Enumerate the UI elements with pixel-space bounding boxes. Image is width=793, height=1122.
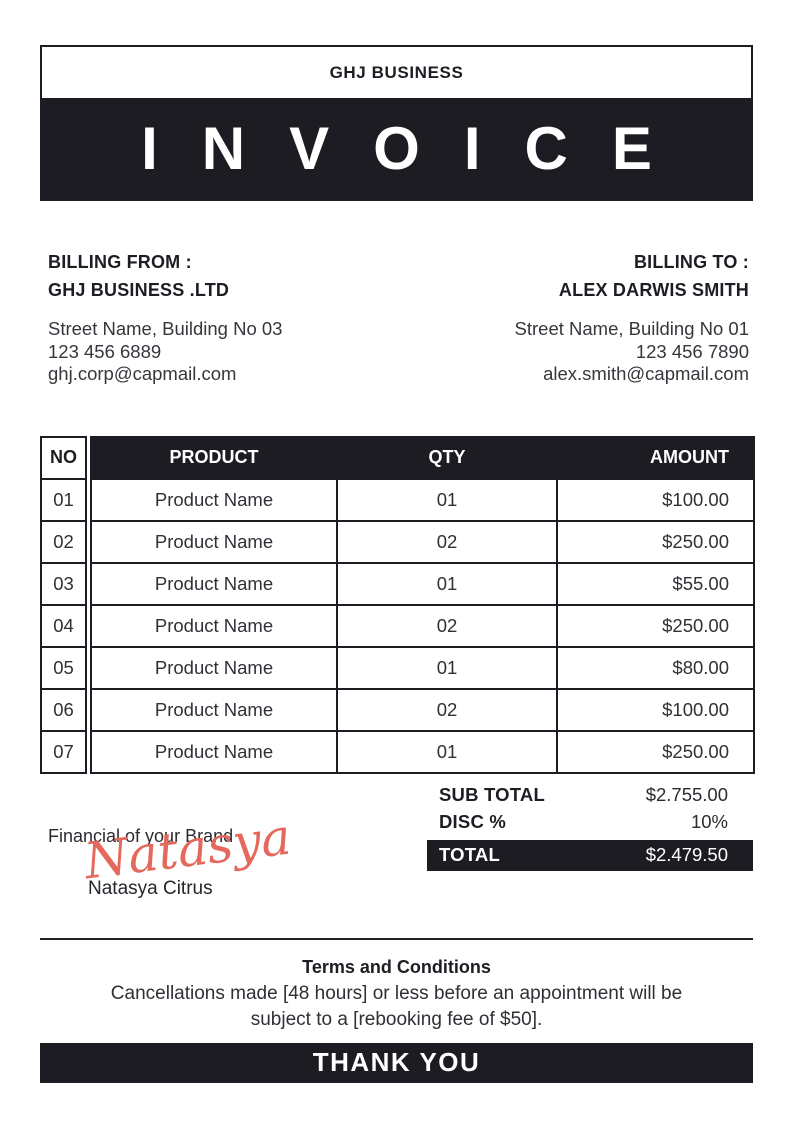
- total-row: TOTAL $2.479.50: [427, 839, 753, 871]
- terms-line-1: Cancellations made [48 hours] or less be…: [110, 982, 683, 1004]
- subtotal-row: SUB TOTAL $2.755.00: [427, 782, 753, 809]
- row-amount: $250.00: [556, 729, 755, 774]
- signature-tagline: Financial of your Brand: [48, 825, 234, 846]
- terms-body: Cancellations made [48 hours] or less be…: [40, 981, 753, 1033]
- row-product: Product Name: [90, 519, 338, 564]
- total-label: TOTAL: [439, 844, 500, 865]
- table-row: 04 Product Name 02 $250.00: [40, 603, 755, 648]
- table-row: 06 Product Name 02 $100.00: [40, 687, 755, 732]
- header-amount: AMOUNT: [556, 435, 755, 480]
- subtotal-label: SUB TOTAL: [439, 784, 545, 805]
- discount-row: DISC % 10%: [427, 809, 753, 836]
- billing-to-phone: 123 456 7890: [635, 340, 749, 362]
- row-no: 01: [40, 477, 87, 522]
- billing-to-address: Street Name, Building No 01: [514, 318, 749, 339]
- row-no: 03: [40, 561, 87, 606]
- billing-from-address: Street Name, Building No 03: [48, 318, 283, 339]
- thank-you-text: THANK YOU: [312, 1047, 481, 1077]
- invoice-page: GHJ BUSINESS INVOICE BILLING FROM : GHJ …: [40, 45, 755, 1083]
- subtotal-value: $2.755.00: [645, 784, 728, 805]
- invoice-title: INVOICE: [141, 114, 696, 182]
- totals-block: SUB TOTAL $2.755.00 DISC % 10% TOTAL $2.…: [427, 782, 753, 871]
- terms-line-2: subject to a [rebooking fee of $50].: [250, 1008, 543, 1030]
- terms-title: Terms and Conditions: [302, 956, 491, 977]
- table-row: 03 Product Name 01 $55.00: [40, 561, 755, 606]
- thank-you-bar: THANK YOU: [40, 1042, 753, 1083]
- total-value: $2.479.50: [645, 844, 728, 865]
- billing-to-details: Street Name, Building No 01 123 456 7890…: [515, 318, 749, 386]
- billing-to-label: BILLING TO :: [633, 252, 749, 272]
- billing-from: BILLING FROM : GHJ BUSINESS .LTD Street …: [40, 248, 282, 386]
- row-amount: $80.00: [556, 645, 755, 690]
- billing-to-email: alex.smith@capmail.com: [543, 363, 749, 384]
- header-product: PRODUCT: [90, 435, 338, 480]
- company-name: GHJ BUSINESS: [329, 62, 464, 82]
- header-qty: QTY: [336, 435, 558, 480]
- row-no: 05: [40, 645, 87, 690]
- row-qty: 02: [336, 603, 558, 648]
- row-qty: 01: [336, 645, 558, 690]
- billing-from-label: BILLING FROM :: [48, 252, 192, 272]
- row-amount: $100.00: [556, 477, 755, 522]
- terms-section: Terms and Conditions Cancellations made …: [40, 957, 753, 1033]
- row-product: Product Name: [90, 645, 338, 690]
- billing-from-email: ghj.corp@capmail.com: [48, 363, 237, 384]
- row-amount: $250.00: [556, 603, 755, 648]
- invoice-header: GHJ BUSINESS INVOICE: [40, 45, 753, 201]
- signature-name: Natasya Citrus: [88, 877, 213, 899]
- row-qty: 01: [336, 729, 558, 774]
- items-table: NO PRODUCT QTY AMOUNT 01 Product Name 01…: [40, 435, 755, 774]
- billing-section: BILLING FROM : GHJ BUSINESS .LTD Street …: [40, 248, 753, 386]
- table-row: 02 Product Name 02 $250.00: [40, 519, 755, 564]
- row-no: 02: [40, 519, 87, 564]
- row-amount: $55.00: [556, 561, 755, 606]
- divider-line: [40, 937, 753, 940]
- billing-to-name: ALEX DARWIS SMITH: [558, 280, 749, 300]
- invoice-title-bar: INVOICE: [42, 98, 751, 199]
- discount-label: DISC %: [439, 811, 506, 832]
- header-no: NO: [40, 435, 87, 480]
- row-no: 04: [40, 603, 87, 648]
- row-product: Product Name: [90, 687, 338, 732]
- billing-to: BILLING TO : ALEX DARWIS SMITH Street Na…: [515, 248, 753, 386]
- row-amount: $250.00: [556, 519, 755, 564]
- table-row: 07 Product Name 01 $250.00: [40, 729, 755, 774]
- signature-and-totals: Financial of your Brand Natasya Natasya …: [40, 774, 753, 936]
- row-qty: 02: [336, 687, 558, 732]
- row-no: 07: [40, 729, 87, 774]
- row-amount: $100.00: [556, 687, 755, 732]
- row-qty: 01: [336, 477, 558, 522]
- discount-value: 10%: [690, 811, 728, 832]
- row-product: Product Name: [90, 729, 338, 774]
- row-product: Product Name: [90, 477, 338, 522]
- row-qty: 02: [336, 519, 558, 564]
- signature-block: Financial of your Brand Natasya Natasya …: [40, 807, 370, 936]
- row-product: Product Name: [90, 561, 338, 606]
- billing-from-details: Street Name, Building No 03 123 456 6889…: [48, 318, 282, 386]
- table-row: 05 Product Name 01 $80.00: [40, 645, 755, 690]
- company-strip: GHJ BUSINESS: [42, 47, 751, 98]
- row-no: 06: [40, 687, 87, 732]
- billing-from-phone: 123 456 6889: [48, 340, 162, 362]
- table-body: 01 Product Name 01 $100.00 02 Product Na…: [40, 477, 755, 774]
- table-header-row: NO PRODUCT QTY AMOUNT: [40, 435, 755, 480]
- row-product: Product Name: [90, 603, 338, 648]
- table-row: 01 Product Name 01 $100.00: [40, 477, 755, 522]
- billing-from-name: GHJ BUSINESS .LTD: [48, 280, 230, 300]
- row-qty: 01: [336, 561, 558, 606]
